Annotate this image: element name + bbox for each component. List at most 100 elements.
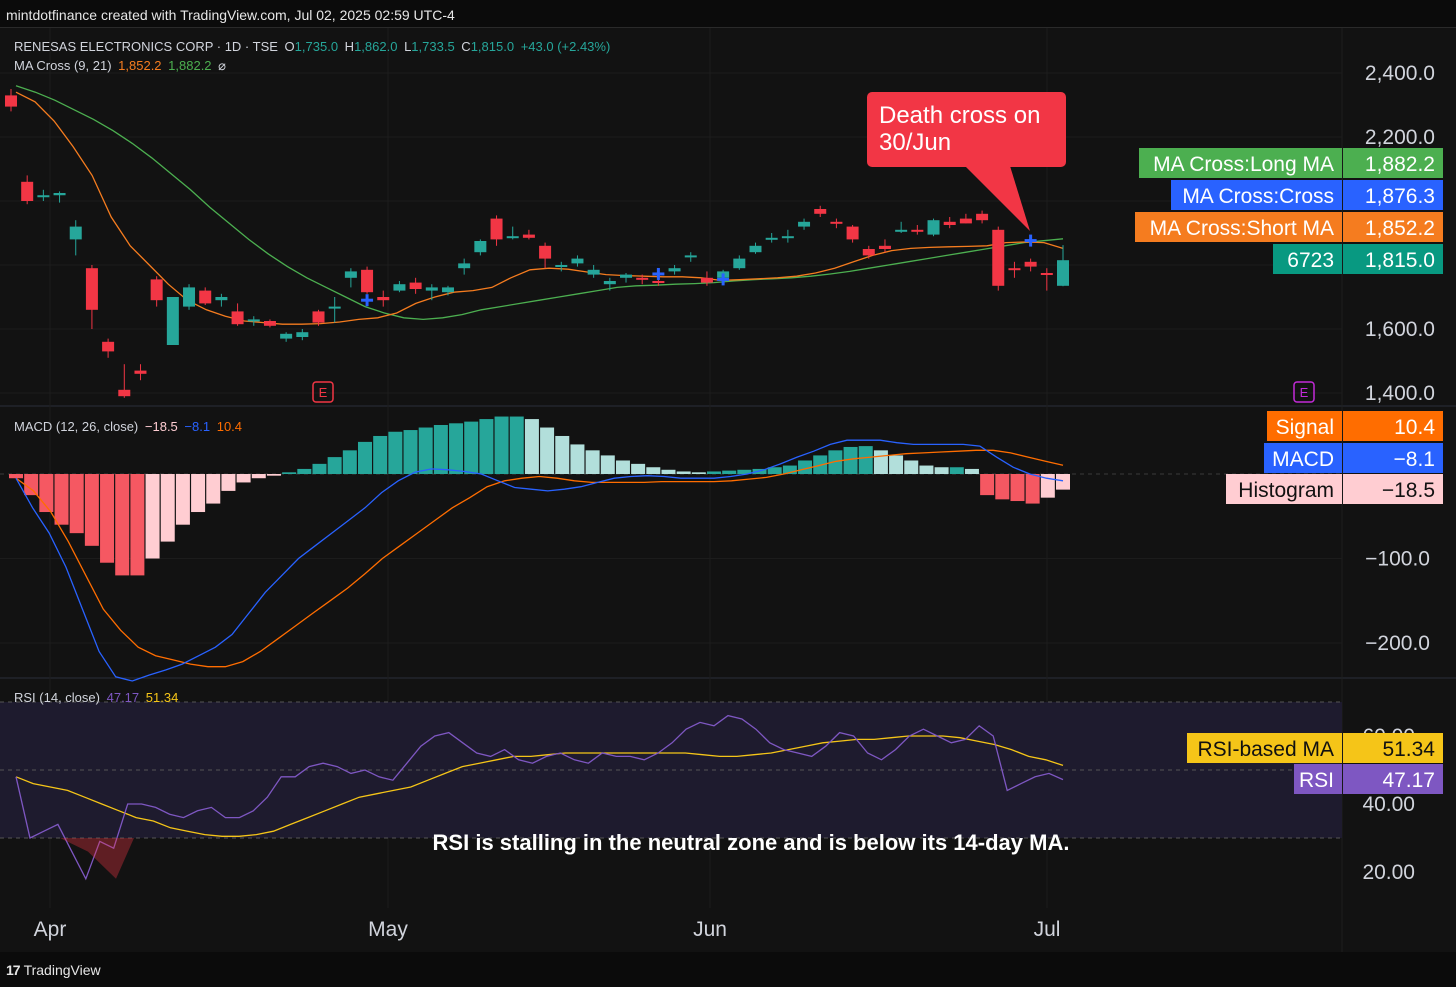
value-label-name-bg [1135,212,1342,242]
candle-body [765,237,778,240]
candle-body [37,195,50,198]
candle [393,281,406,293]
candle-body [296,332,309,337]
candle [976,210,989,224]
candle-body [490,218,503,240]
low-label: L [404,39,412,54]
macd-histogram-bar [388,431,403,474]
candle-body [69,226,82,240]
price-tick-label: 1,400.0 [1365,382,1435,405]
macd-histogram-bar [585,450,600,474]
candle [312,309,325,326]
macd-histogram-bar [297,468,312,474]
value-label-value-bg [1343,733,1443,763]
rsi-title: RSI (14, close) [14,690,100,705]
value-label-value: 10.4 [1394,416,1435,439]
value-label-name: MA Cross:Cross [1182,185,1334,208]
value-label-value: 1,815.0 [1365,249,1435,272]
candle [1008,261,1021,278]
open-value: 1,735.0 [294,39,339,54]
price-tick-label: 2,200.0 [1365,126,1435,149]
candle-body [361,269,374,293]
macd-histogram-bar [737,469,752,474]
value-label-value: 1,882.2 [1365,153,1435,176]
value-label-name-bg [1267,411,1342,441]
rsi-line [15,714,1064,881]
candle-body [166,297,179,345]
candle [636,274,649,285]
candle-body [263,321,276,326]
macd-histogram-bar [1025,474,1040,504]
chart-area[interactable]: 2,400.0 2,200.0 1,600.0 1,400.0 −100.0 −200.0… [0,27,1456,953]
candle-body [183,287,196,307]
candle [506,226,519,240]
value-label-value-bg [1343,411,1443,441]
macd-histogram-bar [843,446,858,474]
value-label-rsi-ma: RSI-based MA 51.34 [1187,733,1443,763]
value-label-name-bg [1264,443,1342,473]
macd-histogram-bar [555,435,570,474]
candle [781,229,794,243]
ma-long-value: 1,882.2 [168,58,212,73]
candle [425,284,438,301]
callout-line-1: Death cross on [879,102,1040,129]
value-label-long-ma: MA Cross:Long MA 1,882.2 [1139,148,1443,178]
value-label-value: 1,876.3 [1365,185,1435,208]
hide-icon[interactable]: ⌀ [218,58,226,73]
tradingview-logo[interactable]: 17 TradingView [6,962,101,978]
candle-body [280,333,293,339]
value-label-value-bg [1343,244,1443,274]
chart-credit-bar: mintdotfinance created with TradingView.… [0,0,1456,30]
chart-svg[interactable]: 2,400.0 2,200.0 1,600.0 1,400.0 −100.0 −200.0… [0,28,1456,953]
macd-histogram-bar [691,472,706,474]
macd-histogram-bar [403,430,418,474]
value-label-value-bg [1343,764,1443,794]
candle [749,242,762,254]
candle-body [620,274,633,278]
value-label-cross: MA Cross:Cross 1,876.3 [1171,180,1443,210]
candle [620,273,633,283]
low-value: 1,733.5 [411,39,455,54]
macd-histogram [9,416,1070,576]
macd-tick-label: −200.0 [1365,632,1430,655]
macd-tick-label: −100.0 [1365,548,1430,571]
candle-body [1008,268,1021,271]
candle-body [506,236,519,239]
candle [441,285,454,296]
rsi-tick-label: 20.00 [1362,861,1415,884]
symbol-label: RENESAS ELECTRONICS CORP · 1D · TSE [14,39,278,54]
macd-macd-value: −8.1 [184,419,211,434]
candle-body [1057,260,1069,286]
candle-body [1024,261,1037,267]
macd-histogram-bar [494,416,509,474]
candle-body [247,319,260,322]
value-label-value-bg [1343,148,1443,178]
value-label-histogram: Histogram −18.5 [1226,474,1443,504]
macd-signal-value: 10.4 [216,419,243,434]
rsi-value: 47.17 [106,690,140,705]
value-label-name-bg [1171,180,1342,210]
macd-histogram-bar [206,474,221,504]
candle-body [636,277,649,280]
brand-name: TradingView [23,962,101,978]
value-label-signal: Signal 10.4 [1267,411,1443,441]
candle [118,364,131,398]
footer-bar: 17 TradingView [0,952,1456,987]
macd-histogram-bar [236,474,251,483]
value-label-short-ma: MA Cross:Short MA 1,852.2 [1135,212,1443,242]
candle [21,175,34,205]
macd-histogram-bar [221,474,236,491]
candle [911,225,924,235]
value-label-name-bg [1294,764,1342,794]
candle-body [895,229,908,232]
value-label-name: MA Cross:Short MA [1150,217,1334,240]
macd-histogram-bar [342,450,357,474]
macd-signal-line [15,449,1064,668]
candle-body [150,279,163,301]
candle-body [474,241,487,253]
macd-histogram-bar [449,423,464,474]
value-label-name: RSI-based MA [1197,738,1334,761]
candle-body [328,306,341,309]
candle [5,89,17,112]
rsi-ma-line [15,735,1064,837]
